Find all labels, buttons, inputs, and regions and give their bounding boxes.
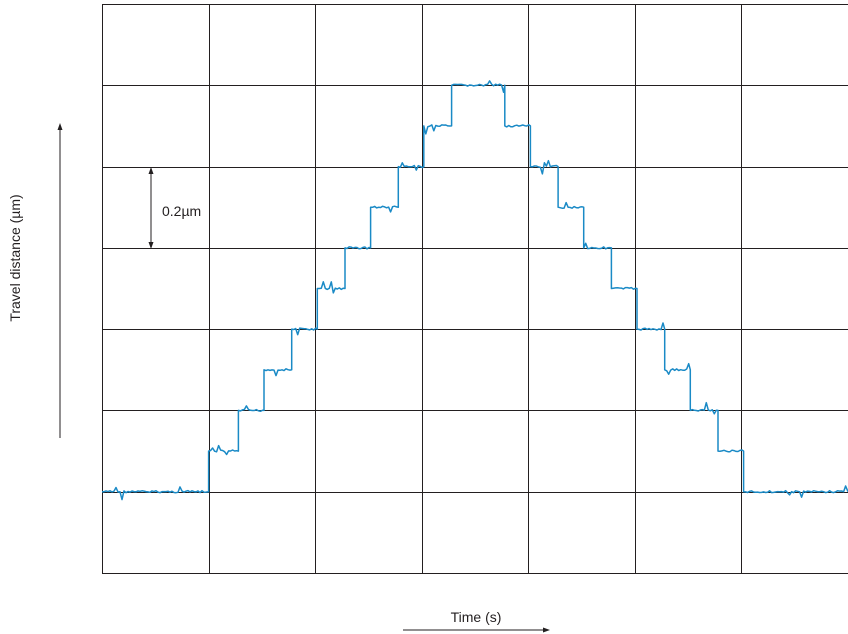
y-axis-arrow — [57, 123, 63, 438]
y-axis-label: Travel distance (µm) — [7, 194, 23, 321]
x-axis-arrow — [403, 627, 550, 633]
scale-bar — [148, 167, 154, 249]
grid — [102, 4, 848, 574]
series-line — [102, 80, 848, 501]
x-axis-label: Time (s) — [451, 609, 502, 625]
scale-bar-label: 0.2µm — [162, 203, 201, 219]
data-series — [102, 80, 848, 501]
